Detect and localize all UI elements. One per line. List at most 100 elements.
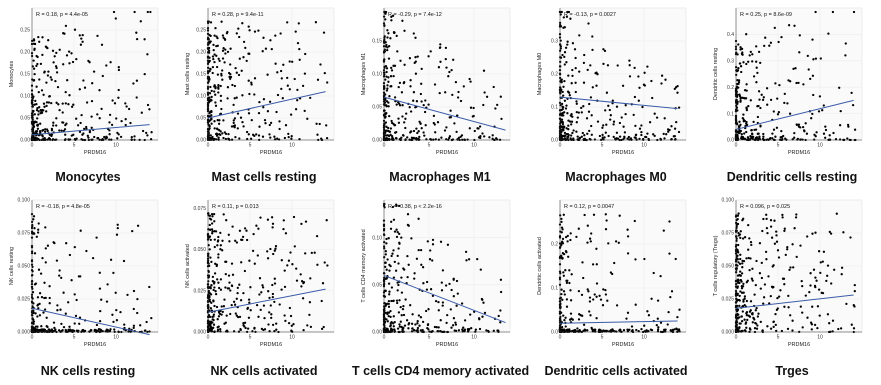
data-point	[255, 303, 259, 307]
data-point	[566, 10, 569, 14]
data-point	[445, 126, 448, 129]
data-point	[777, 110, 781, 114]
data-point	[237, 27, 240, 30]
data-point	[247, 316, 251, 319]
data-point	[429, 137, 432, 141]
data-point	[801, 326, 804, 329]
data-point	[112, 320, 115, 324]
data-point	[401, 115, 404, 118]
data-point	[383, 73, 386, 76]
data-point	[241, 94, 244, 97]
data-point	[50, 78, 53, 81]
data-point	[592, 298, 595, 301]
data-point	[212, 48, 215, 52]
data-point	[268, 123, 271, 127]
data-point	[448, 136, 451, 140]
data-point	[602, 48, 605, 51]
data-point	[385, 237, 388, 241]
data-point	[146, 10, 149, 14]
data-point	[301, 297, 305, 300]
data-point	[37, 268, 41, 271]
data-point	[742, 113, 745, 116]
data-point	[57, 329, 61, 332]
data-point	[783, 283, 786, 286]
data-point	[325, 136, 329, 140]
data-point	[655, 323, 658, 327]
x-tick-label: 0	[735, 335, 738, 341]
y-tick-label: 0.00	[196, 138, 206, 144]
data-point	[580, 106, 583, 110]
data-point	[805, 132, 809, 135]
data-point	[222, 119, 225, 122]
data-point	[668, 128, 671, 132]
data-point	[497, 314, 500, 318]
data-point	[751, 279, 754, 282]
data-point	[233, 97, 236, 100]
data-point	[741, 266, 744, 269]
data-point	[414, 72, 418, 75]
data-point	[36, 62, 39, 66]
data-point	[396, 301, 399, 305]
data-point	[273, 249, 276, 252]
data-point	[499, 278, 503, 281]
data-point	[569, 289, 572, 292]
x-axis-label: PRDM16	[788, 150, 810, 156]
data-point	[212, 318, 215, 322]
x-tick-label: 10	[641, 143, 647, 149]
data-point	[662, 330, 665, 333]
x-tick-label: 5	[249, 335, 252, 341]
data-point	[128, 327, 131, 330]
data-point	[219, 133, 222, 137]
data-point	[444, 57, 447, 61]
data-point	[31, 287, 34, 290]
data-point	[470, 326, 473, 330]
data-point	[396, 254, 399, 258]
data-point	[412, 329, 416, 332]
data-point	[78, 88, 81, 91]
data-point	[383, 302, 386, 305]
data-point	[811, 38, 814, 41]
data-point	[70, 279, 73, 282]
data-point	[482, 69, 486, 72]
data-point	[648, 121, 652, 124]
data-point	[838, 138, 842, 141]
data-point	[207, 280, 210, 283]
data-point	[756, 315, 760, 318]
data-point	[221, 239, 224, 242]
data-point	[55, 124, 58, 127]
data-point	[560, 10, 563, 14]
data-point	[569, 17, 572, 20]
data-point	[602, 288, 605, 291]
data-point	[567, 91, 571, 94]
y-tick-label: 0.25	[20, 28, 30, 34]
data-point	[392, 315, 395, 318]
data-point	[219, 231, 222, 235]
data-point	[813, 138, 816, 141]
data-point	[574, 66, 577, 70]
data-point	[751, 321, 754, 324]
data-point	[567, 74, 570, 77]
data-point	[638, 127, 642, 130]
data-point	[751, 60, 754, 63]
data-point	[292, 323, 295, 326]
data-point	[218, 59, 221, 63]
data-point	[216, 318, 219, 321]
data-point	[736, 286, 739, 289]
data-point	[231, 273, 235, 276]
data-point	[738, 120, 741, 123]
data-point	[417, 217, 420, 220]
data-point	[850, 323, 853, 326]
data-point	[308, 301, 312, 304]
data-point	[590, 133, 593, 136]
data-point	[570, 317, 573, 320]
data-point	[801, 138, 804, 141]
data-point	[388, 269, 391, 272]
data-point	[253, 93, 256, 96]
data-point	[113, 328, 116, 331]
data-point	[638, 86, 641, 89]
scatter-plot: 0.000.050.100.150.200.250 5 10PRDM16Monocy…	[9, 7, 159, 156]
data-point	[269, 136, 272, 139]
data-point	[385, 67, 389, 70]
data-point	[387, 32, 390, 35]
data-point	[384, 115, 387, 118]
